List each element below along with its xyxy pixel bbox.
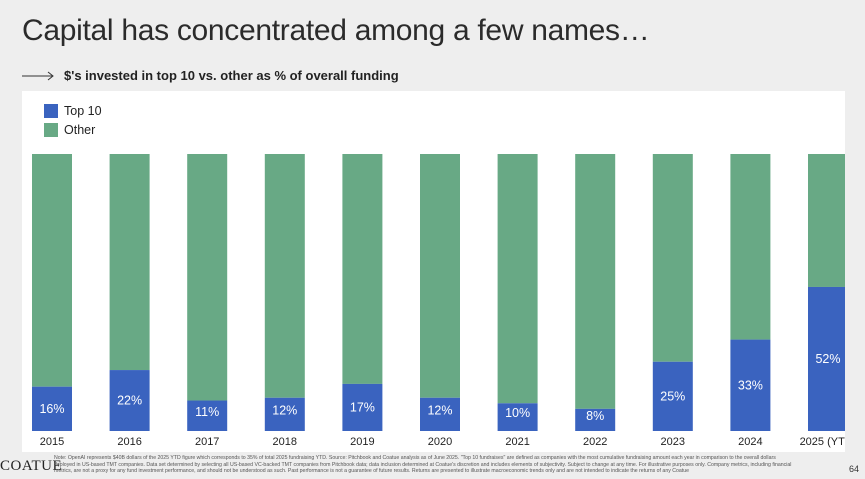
data-label-2022: 8% (586, 409, 604, 423)
subtitle-row: $'s invested in top 10 vs. other as % of… (22, 68, 399, 83)
legend-label-top10: Top 10 (64, 103, 102, 118)
bar-top10-2019 (342, 383, 383, 431)
bar-other-2022 (575, 154, 616, 409)
data-label-2024: 33% (738, 378, 763, 392)
data-label-2023: 25% (660, 389, 685, 403)
chart-legend: Top 10 Other (44, 101, 102, 139)
x-tick-2023: 2023 (661, 436, 685, 448)
data-label-2017: 11% (195, 405, 219, 419)
stacked-bar-chart: 16% 2015 22% 2016 11% 2017 12% 2018 17% 2019 12% 20… (32, 154, 845, 448)
x-tick-2015: 2015 (40, 436, 64, 448)
bar-top10-2015 (32, 386, 72, 431)
bar-other-2017 (187, 154, 228, 401)
legend-swatch-other (44, 122, 58, 137)
bar-other-2016 (109, 154, 150, 371)
data-label-2015: 16% (39, 402, 64, 416)
data-label-2016: 22% (117, 394, 142, 408)
data-label-2018: 12% (272, 403, 297, 417)
page-number: 64 (848, 464, 859, 474)
data-label-2021: 10% (505, 406, 530, 420)
x-tick-2022: 2022 (583, 436, 607, 448)
page-title: Capital has concentrated among a few nam… (22, 14, 650, 47)
bar-top10-2016 (109, 370, 150, 431)
x-tick-2018: 2018 (273, 436, 297, 448)
arrow-right-icon (22, 71, 54, 80)
x-tick-2025 (YTD): 2025 (YTD) (800, 436, 845, 448)
bar-other-2019 (342, 154, 383, 384)
data-label-2020: 12% (427, 403, 452, 417)
legend-item-other: Other (44, 120, 102, 139)
bar-top10-2022 (575, 408, 616, 431)
bar-other-2020 (420, 154, 460, 398)
chart-panel: Top 10 Other 16% 2015 22% 2016 11% 2017 12% 201… (22, 91, 845, 452)
data-label-2025 (YTD): 52% (815, 352, 840, 366)
chart-subtitle: $'s invested in top 10 vs. other as % of… (64, 68, 399, 83)
bar-other-2015 (32, 154, 72, 387)
bar-top10-2024 (730, 339, 771, 431)
coatue-logo: COATUE (0, 458, 63, 474)
x-tick-2021: 2021 (505, 436, 529, 448)
bar-other-2024 (730, 154, 771, 340)
footnote: Note: OpenAI represents $40B dollars of … (54, 455, 792, 475)
bar-other-2021 (497, 154, 538, 404)
bar-top10-2020 (420, 397, 460, 431)
x-tick-2016: 2016 (117, 436, 141, 448)
x-tick-2019: 2019 (350, 436, 374, 448)
bar-top10-2023 (652, 361, 693, 431)
legend-swatch-top10 (44, 103, 58, 118)
legend-item-top10: Top 10 (44, 101, 102, 120)
legend-label-other: Other (64, 122, 96, 137)
bar-top10-2017 (187, 400, 228, 431)
bar-other-2023 (652, 154, 693, 362)
x-tick-2017: 2017 (195, 436, 219, 448)
x-tick-2020: 2020 (428, 436, 452, 448)
x-tick-2024: 2024 (738, 436, 762, 448)
bar-other-2025 (YTD) (808, 154, 845, 287)
bar-top10-2025 (YTD) (808, 286, 845, 431)
bar-other-2018 (264, 154, 305, 398)
bar-top10-2021 (497, 403, 538, 431)
data-label-2019: 17% (350, 400, 375, 414)
bar-top10-2018 (264, 397, 305, 431)
